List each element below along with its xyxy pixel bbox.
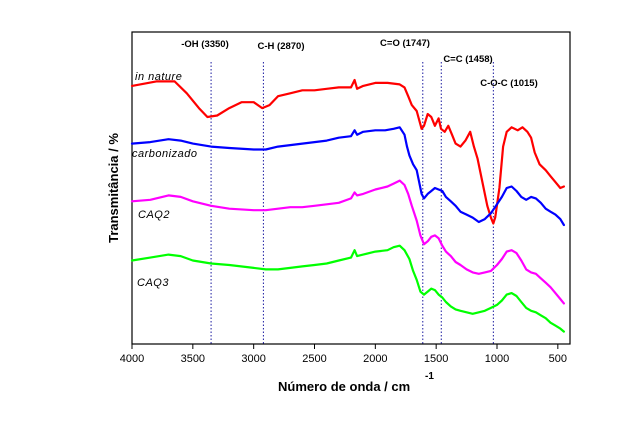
series-line-2 [130,126,565,227]
x-tick-label: 3000 [241,353,265,365]
series-group [130,78,565,333]
x-tick-label: 1500 [424,353,448,365]
band-annotations: -OH (3350) C-H (2870) C=O (1747) C=C (1458)… [181,38,538,89]
band-annotation: C-H (2870) [258,41,305,52]
x-tick-label: 3500 [181,353,205,365]
series-line-3 [130,179,565,305]
y-axis-title: Transmitância / % [106,133,121,243]
x-axis-title: Número de onda / cm [278,379,410,394]
x-tick-label: 500 [549,353,567,365]
series-label: in nature [135,71,182,83]
series-label: carbonizado [132,148,197,160]
band-annotation: -OH (3350) [181,39,229,50]
series-label: CAQ2 [138,209,170,221]
x-tick-label: 1000 [485,353,509,365]
band-annotation: C=C (1458) [443,54,492,65]
x-tick-label: 2000 [363,353,387,365]
x-tick-label: 2500 [302,353,326,365]
x-axis: 4000 3500 3000 2500 2000 1500 1000 500 [120,344,567,365]
x-tick-label: 4000 [120,353,144,365]
plot-frame [131,31,571,345]
series-label: CAQ3 [137,277,169,289]
series-line-1 [130,78,565,225]
band-annotation: C-O-C (1015) [480,78,538,89]
band-annotation: C=O (1747) [380,38,430,49]
series-labels: in nature carbonizado CAQ2 CAQ3 [132,71,197,289]
series-line-4 [130,244,565,333]
x-axis-title-superscript: -1 [425,371,434,382]
